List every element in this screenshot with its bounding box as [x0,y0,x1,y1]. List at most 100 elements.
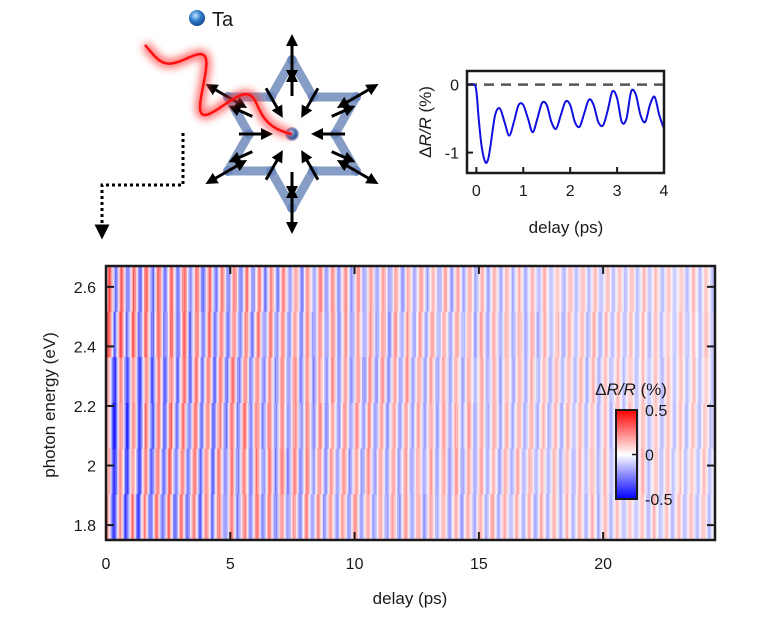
heatmap-cell [250,357,252,404]
heatmap-cell [268,403,270,450]
heatmap-cell [185,448,187,495]
heatmap-cell [666,494,668,540]
heatmap-cell [384,266,387,313]
heatmap-cell [195,448,198,495]
heatmap-cell [561,494,563,540]
heatmap-cell [287,357,289,404]
heatmap-cell [631,357,634,404]
heatmap-cell [260,357,262,404]
heatmap-cell [241,266,243,313]
heatmap-cell [109,448,111,495]
heatmap-cell [259,311,261,358]
heatmap-cell [141,448,144,495]
heatmap-cell [231,266,233,313]
heatmap-cell [222,448,224,495]
heatmap-cell [537,266,540,313]
heatmap-cell [402,448,404,495]
heatmap-cell [526,266,529,313]
heatmap-cell [471,448,474,495]
heatmap-cell [454,494,457,540]
heatmap-cell [648,311,651,358]
heatmap-cell [260,448,262,495]
heatmap-cell [536,266,539,313]
heatmap-cell [345,357,347,404]
heatmap-cell [315,448,317,495]
heatmap-cell [356,266,359,313]
heatmap-cell [357,311,360,358]
heatmap-cell [139,311,142,358]
heatmap-cell [664,266,666,313]
heatmap-cell [639,494,642,540]
heatmap-cell [272,494,275,540]
heatmap-cell [618,311,620,358]
heatmap-cell [271,311,274,358]
heatmap-cell [391,266,393,313]
heatmap-cell [117,494,119,540]
heatmap-cell [223,266,225,313]
heatmap-cell [263,266,266,313]
heatmap-cell [618,494,620,540]
heatmap-cell [107,403,109,450]
heatmap-cell [694,266,696,313]
heatmap-cell [630,311,633,358]
heatmap-cell [652,357,655,404]
heatmap-cell [529,403,532,450]
heatmap-cell [680,403,683,450]
heatmap-cell [172,494,174,540]
heatmap-cell [619,357,621,404]
heatmap-cell [336,266,338,313]
heatmap-cell [156,357,158,404]
heatmap-cell [416,357,419,404]
heatmap-cell [151,311,154,358]
heatmap-cell [443,357,446,404]
heatmap-cell [188,403,191,450]
heatmap-cell [438,448,440,495]
heatmap-cell [260,494,262,540]
heatmap-cell [302,311,305,358]
heatmap-cell [607,311,609,358]
heatmap-cell [156,448,158,495]
heatmap-cell [400,403,402,450]
heatmap-cell [245,357,248,404]
heatmap-cell [451,266,454,313]
heatmap-cell [182,266,184,313]
heatmap-cell [274,448,277,495]
heatmap-cell [175,357,177,404]
heatmap-cell [116,266,118,313]
heatmap-cell [223,403,225,450]
heatmap-cell [552,448,554,495]
heatmap-cell [642,494,645,540]
heatmap-cell [408,266,410,313]
heatmap-cell [580,266,582,313]
heatmap-cell [384,311,387,358]
heatmap-cell [657,494,659,540]
heatmap-cell [311,448,314,495]
heatmap-cell [524,494,526,540]
displacement-arrow [205,159,248,185]
heatmap-cell [188,494,191,540]
heatmap-cell [306,311,308,358]
heatmap-cell [130,266,133,313]
heatmap-cell [374,403,376,450]
heatmap-cell [325,403,327,450]
heatmap-cell [450,266,453,313]
heatmap-cell [248,311,250,358]
heatmap-cell [403,403,406,450]
heatmap-cell [319,403,322,450]
heatmap-cell [303,448,306,495]
heatmap-cell [540,403,542,450]
heatmap-cell [236,494,239,540]
heatmap-cell [110,311,112,358]
heatmap-cell [708,448,711,495]
heatmap-cell [673,403,675,450]
heatmap-cell [197,357,200,404]
heatmap-cell [179,266,182,313]
heatmap-cell [410,357,412,404]
heatmap-cell [485,266,487,313]
heatmap-cell [261,448,263,495]
trace-ticks: 0 1 2 3 40-1 [445,78,669,200]
heatmap-cell [346,494,349,540]
heatmap-cell [566,448,569,495]
heatmap-cell [309,266,312,313]
heatmap-cell [482,403,485,450]
